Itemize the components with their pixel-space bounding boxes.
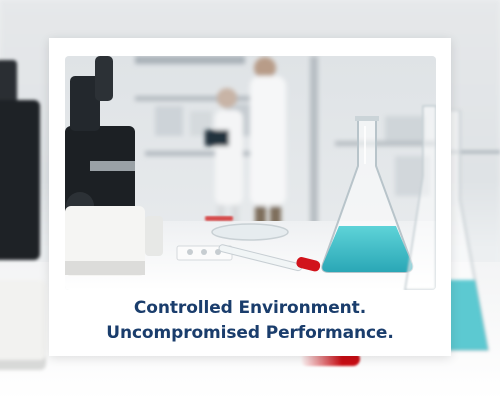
petri-dish — [176, 223, 289, 261]
erlenmeyer-flask-icon — [404, 105, 436, 290]
erlenmeyer-flask-icon — [321, 116, 414, 273]
test-tube-icon — [218, 244, 321, 272]
lab-photo — [65, 56, 436, 290]
background-microscope-icon — [0, 60, 60, 370]
caption-line-2: Uncompromised Performance. — [106, 323, 394, 343]
caption: Controlled Environment. Uncompromised Pe… — [49, 296, 451, 346]
microscope-icon — [65, 56, 163, 276]
caption-line-1: Controlled Environment. — [133, 298, 367, 318]
photo-card: Controlled Environment. Uncompromised Pe… — [49, 38, 451, 356]
